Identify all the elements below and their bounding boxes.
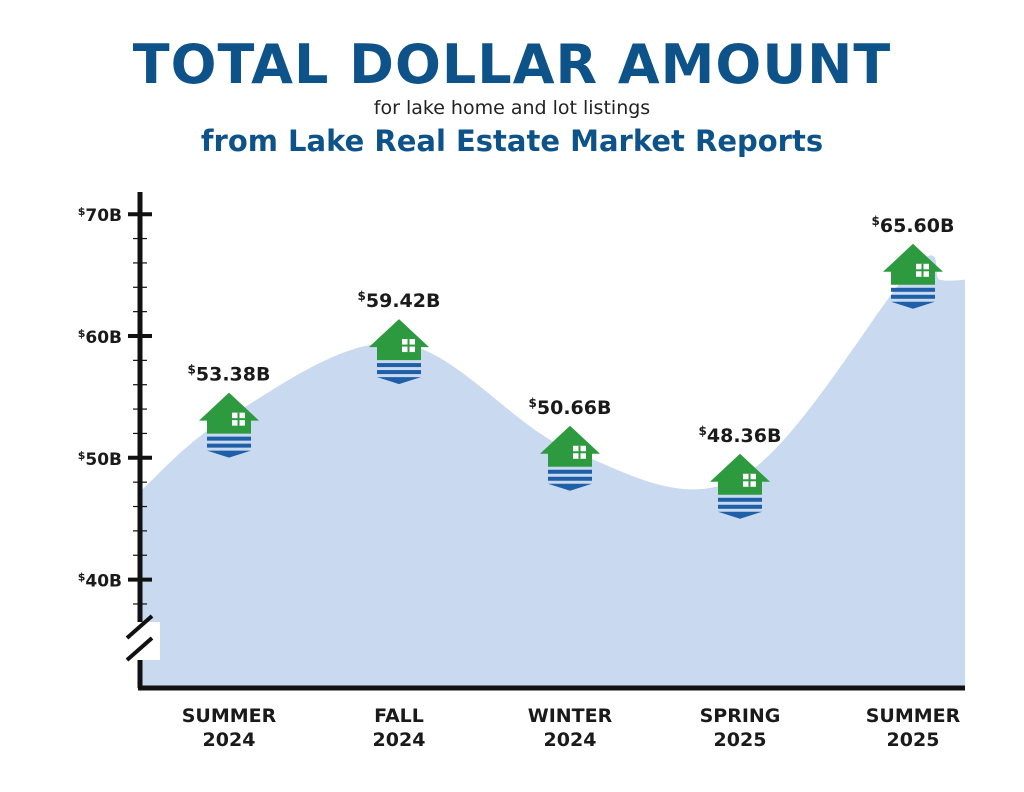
data-point xyxy=(199,392,259,434)
data-point xyxy=(369,319,429,361)
x-tick-label: FALL xyxy=(374,705,424,727)
data-label: $48.36B xyxy=(699,424,782,447)
data-label: $65.60B xyxy=(872,214,955,237)
x-tick-label: 2024 xyxy=(373,729,426,751)
axis-break-icon xyxy=(120,614,160,662)
chart-subtitle: for lake home and lot listings xyxy=(373,97,651,119)
lake-house-icon xyxy=(710,453,770,519)
lake-house-icon xyxy=(540,425,600,491)
y-tick-label: $50B xyxy=(78,449,122,470)
lake-house-icon xyxy=(883,243,943,309)
y-axis: $70B $60B $50B $40B xyxy=(78,192,965,691)
y-tick-label: $40B xyxy=(78,571,122,592)
data-point xyxy=(883,243,943,285)
x-tick-label: 2024 xyxy=(203,729,256,751)
data-label: $53.38B xyxy=(188,363,271,386)
x-tick-label: WINTER xyxy=(528,705,613,727)
chart-subtitle-source: from Lake Real Estate Market Reports xyxy=(200,124,824,158)
x-tick-label: SPRING xyxy=(700,705,781,727)
lake-house-icon xyxy=(369,319,429,385)
data-point xyxy=(540,425,600,467)
data-point xyxy=(710,453,770,495)
marker-layer xyxy=(199,243,943,519)
data-label: $50.66B xyxy=(529,396,612,419)
label-layer: SUMMER2024FALL2024WINTER2024SPRING2025SU… xyxy=(182,214,961,751)
x-tick-label: 2024 xyxy=(544,729,597,751)
y-tick-label: $70B xyxy=(78,205,122,226)
x-tick-label: SUMMER xyxy=(866,705,961,727)
x-tick-label: 2025 xyxy=(887,729,940,751)
y-tick-label: $60B xyxy=(78,327,122,348)
lake-house-icon xyxy=(199,392,259,458)
x-tick-label: SUMMER xyxy=(182,705,277,727)
x-tick-label: 2025 xyxy=(714,729,767,751)
chart-title: TOTAL DOLLAR AMOUNT xyxy=(132,33,892,96)
data-label: $59.42B xyxy=(358,289,441,312)
